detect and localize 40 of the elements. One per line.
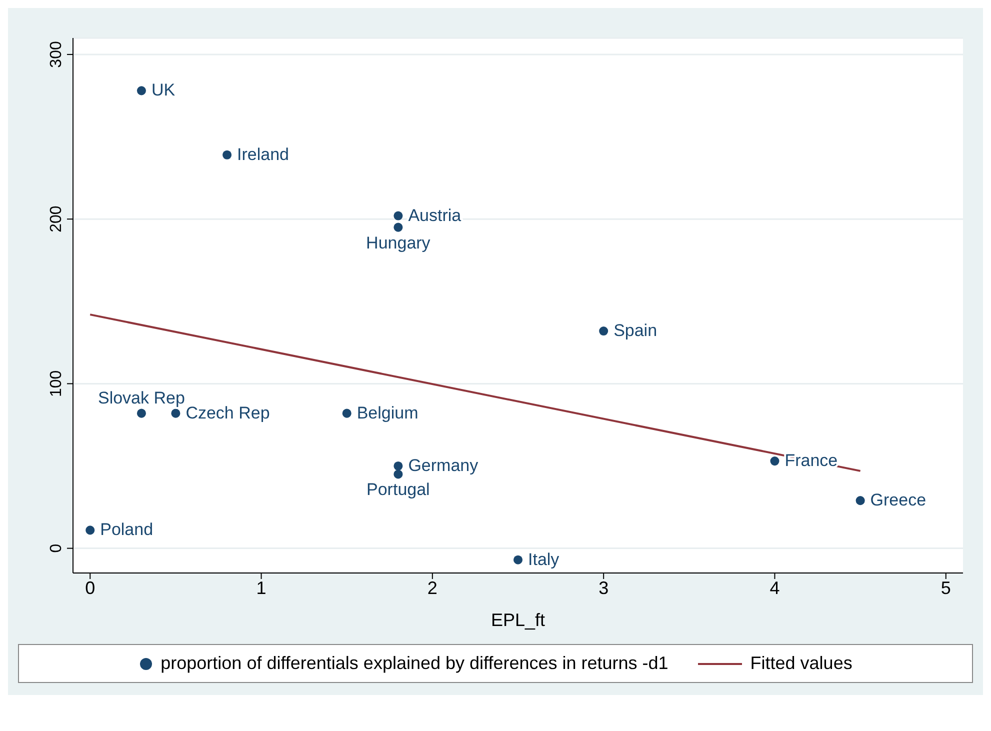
x-tick-label: 3 bbox=[598, 578, 609, 598]
point bbox=[394, 461, 403, 471]
y-tick-label: 0 bbox=[48, 544, 65, 553]
annotation: Portugal bbox=[366, 480, 430, 500]
y-tick-label: 200 bbox=[48, 206, 65, 232]
point bbox=[394, 470, 403, 479]
point bbox=[599, 326, 608, 336]
legend-label: Fitted values bbox=[750, 653, 852, 674]
point bbox=[342, 408, 352, 418]
annotation: Ireland bbox=[237, 144, 290, 164]
annotation: Italy bbox=[528, 550, 560, 569]
point bbox=[856, 496, 865, 506]
point bbox=[136, 408, 146, 418]
x-tick-label: 5 bbox=[940, 578, 951, 598]
annotation: UK bbox=[151, 80, 176, 100]
point bbox=[171, 408, 180, 418]
point bbox=[513, 555, 523, 564]
point bbox=[394, 211, 403, 220]
point bbox=[770, 456, 780, 466]
annotation: Spain bbox=[614, 321, 658, 340]
x-tick-label: 0 bbox=[85, 578, 96, 598]
annotation: Czech Rep bbox=[186, 403, 270, 422]
y-tick-label: 100 bbox=[48, 370, 65, 398]
annotation: Austria bbox=[408, 206, 462, 225]
annotation: Germany bbox=[408, 456, 479, 475]
point bbox=[222, 150, 232, 160]
annotation: Poland bbox=[100, 520, 154, 540]
annotation: Hungary bbox=[366, 233, 431, 252]
annotation: Greece bbox=[870, 490, 926, 510]
x-tick-label: 2 bbox=[427, 578, 438, 598]
annotation: Slovak Rep bbox=[98, 388, 185, 408]
y-tick-label: 300 bbox=[48, 41, 65, 68]
legend-label: proportion of differentials explained by differences in returns -d1 bbox=[160, 653, 668, 674]
x-tick-label: 1 bbox=[256, 578, 266, 598]
point bbox=[86, 526, 95, 535]
point bbox=[394, 222, 403, 232]
point bbox=[136, 86, 146, 96]
annotation: Belgium bbox=[356, 403, 418, 422]
x-tick-label: 4 bbox=[770, 578, 780, 598]
x-axis-title: EPL_ft bbox=[490, 610, 546, 630]
